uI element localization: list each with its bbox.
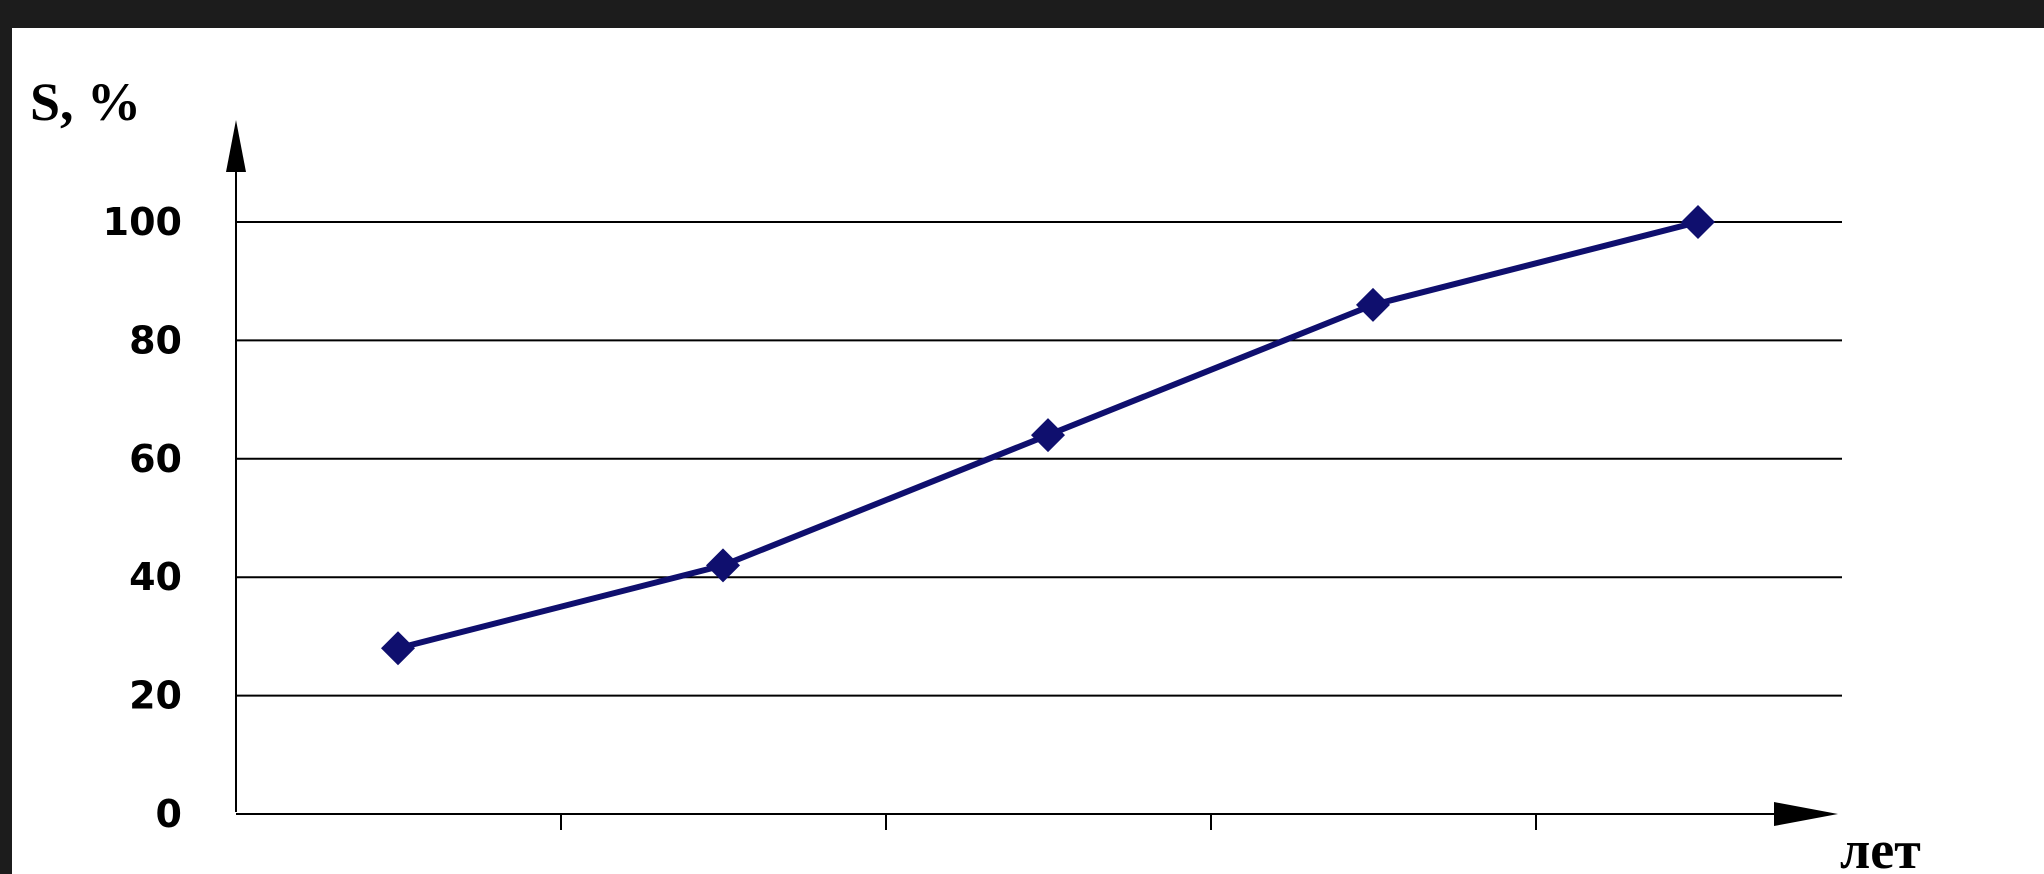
- y-tick-label-80: 80: [129, 318, 182, 362]
- y-tick-label-100: 100: [103, 200, 182, 244]
- y-axis-arrow: [226, 120, 246, 172]
- data-point-1: [706, 548, 740, 583]
- axes: [226, 120, 1838, 826]
- y-axis-title: S, %: [30, 72, 141, 132]
- x-axis-ticks: [560, 814, 1537, 830]
- data-point-0: [381, 631, 415, 666]
- y-tick-label-40: 40: [129, 555, 182, 599]
- x-axis-arrow: [1774, 802, 1838, 826]
- chart-panel: [12, 28, 2044, 874]
- y-tick-label-60: 60: [129, 437, 182, 481]
- series-group: [381, 205, 1715, 666]
- y-tick-label-0: 0: [156, 792, 182, 836]
- data-point-4: [1681, 205, 1715, 239]
- y-tick-label-20: 20: [129, 674, 182, 718]
- data-point-2: [1031, 418, 1065, 453]
- data-point-3: [1356, 287, 1390, 322]
- y-axis-tick-labels: 0 20 40 60 80 100: [103, 200, 182, 836]
- x-axis-title: лет: [1840, 820, 1921, 874]
- gridlines: [236, 221, 1842, 697]
